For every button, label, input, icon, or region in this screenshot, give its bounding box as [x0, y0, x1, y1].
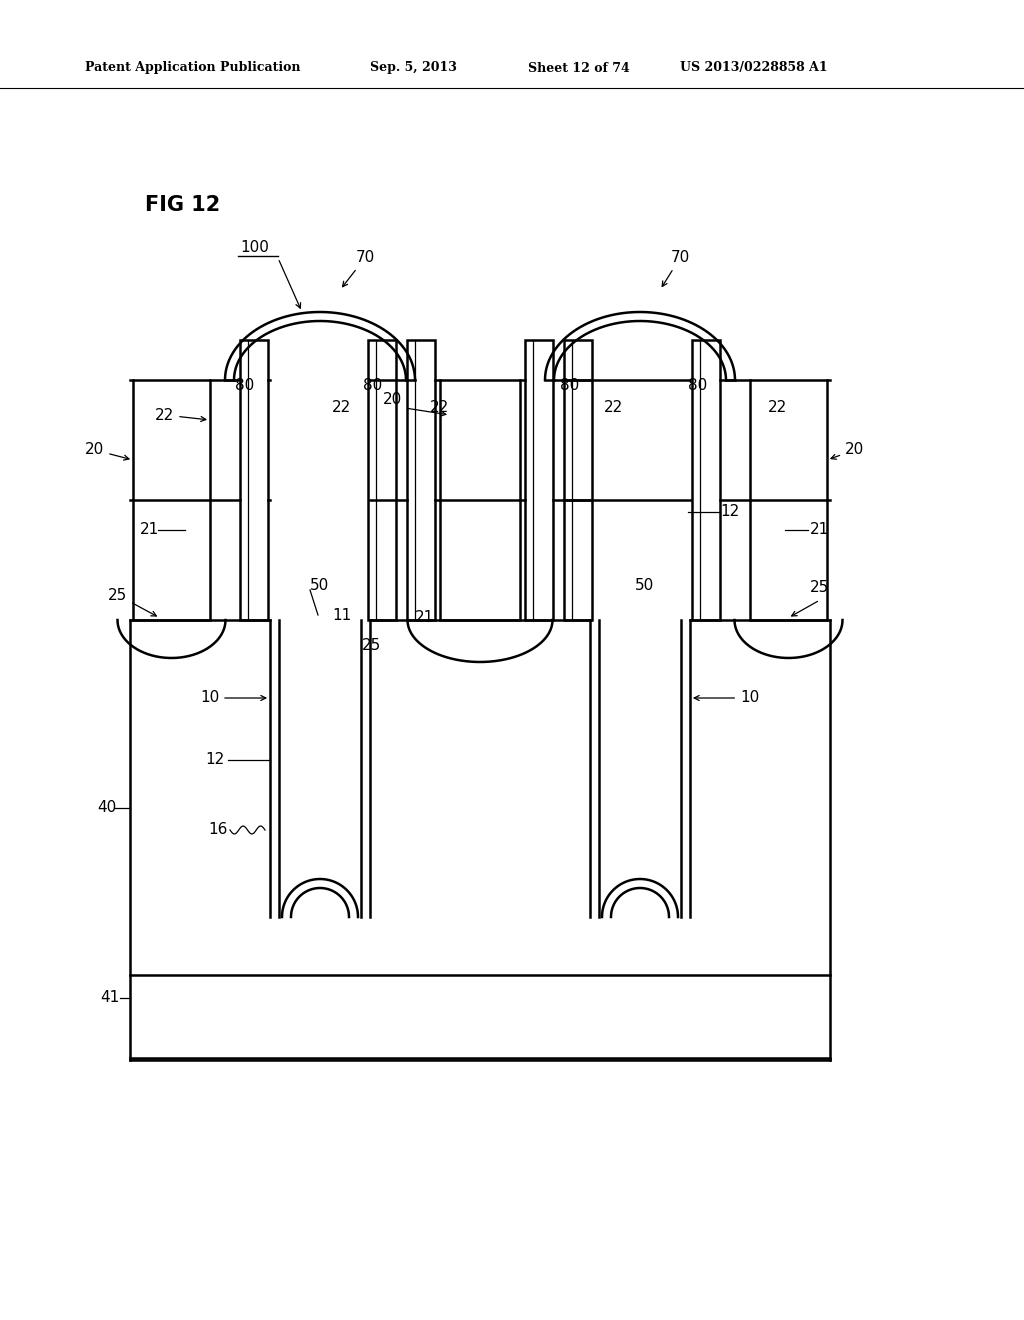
- Text: 21: 21: [415, 610, 434, 626]
- Text: 41: 41: [100, 990, 119, 1006]
- Text: 22: 22: [768, 400, 787, 416]
- Text: 10: 10: [200, 690, 266, 705]
- Text: 22: 22: [604, 400, 624, 416]
- Text: 70: 70: [343, 251, 375, 286]
- Text: 21: 21: [140, 523, 160, 537]
- Text: 22: 22: [155, 408, 206, 422]
- Text: 20: 20: [383, 392, 402, 408]
- Text: 20: 20: [830, 442, 864, 459]
- Text: 25: 25: [362, 638, 381, 652]
- Bar: [564, 341, 592, 620]
- Text: 22: 22: [332, 400, 351, 416]
- Text: 50: 50: [310, 578, 330, 593]
- Text: 80: 80: [560, 378, 580, 392]
- Text: 70: 70: [663, 251, 689, 286]
- Text: Sheet 12 of 74: Sheet 12 of 74: [528, 62, 630, 74]
- Text: 12: 12: [205, 752, 224, 767]
- Text: 80: 80: [236, 378, 255, 392]
- Text: 80: 80: [688, 378, 708, 392]
- Text: 22: 22: [430, 400, 450, 416]
- Bar: [368, 341, 396, 620]
- Text: 50: 50: [635, 578, 654, 593]
- Bar: [750, 380, 827, 620]
- Text: 21: 21: [810, 523, 829, 537]
- Bar: [133, 380, 210, 620]
- Text: 20: 20: [85, 442, 129, 461]
- Bar: [440, 380, 520, 620]
- Text: 16: 16: [208, 822, 227, 837]
- Text: 12: 12: [720, 504, 739, 520]
- Text: Patent Application Publication: Patent Application Publication: [85, 62, 300, 74]
- Text: 10: 10: [694, 690, 759, 705]
- Text: US 2013/0228858 A1: US 2013/0228858 A1: [680, 62, 827, 74]
- Bar: [240, 341, 268, 620]
- Text: Sep. 5, 2013: Sep. 5, 2013: [370, 62, 457, 74]
- Text: 80: 80: [364, 378, 383, 392]
- Text: 40: 40: [97, 800, 117, 816]
- Text: FIG 12: FIG 12: [145, 195, 220, 215]
- Bar: [525, 341, 553, 620]
- Text: 25: 25: [810, 581, 829, 595]
- Text: 11: 11: [333, 607, 352, 623]
- Text: 25: 25: [108, 587, 157, 616]
- Bar: [407, 341, 435, 620]
- Text: 100: 100: [240, 240, 269, 256]
- Bar: [692, 341, 720, 620]
